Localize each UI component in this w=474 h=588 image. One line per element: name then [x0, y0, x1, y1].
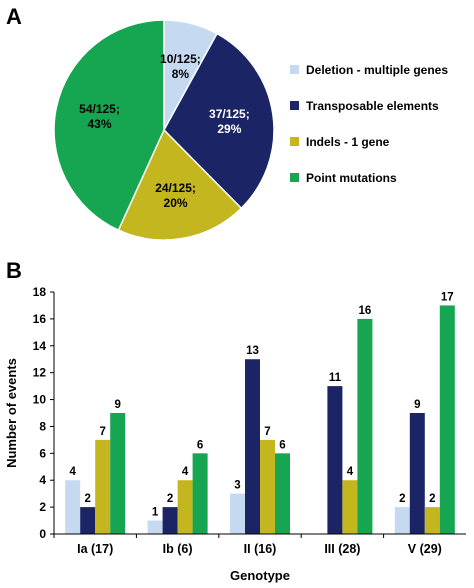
x-category-label-2: Ib (6): [163, 542, 193, 556]
legend-swatch-2: [290, 101, 299, 110]
y-tick-label-8: 8: [39, 419, 46, 433]
bar-label-transposable-1: 2: [84, 493, 90, 505]
legend-label-2: Transposable elements: [306, 99, 439, 113]
pie-slice-label-2: 37/125;: [209, 107, 250, 121]
bar-label-point-3: 6: [279, 439, 285, 451]
bar-indels-2: [177, 480, 193, 534]
bar-point-2: [192, 453, 208, 534]
bar-point-4: [357, 318, 373, 534]
bar-label-indels-3: 7: [264, 426, 270, 438]
panel-b-letter: B: [6, 258, 22, 283]
legend-label-1: Deletion - multiple genes: [306, 63, 448, 77]
x-category-label-4: III (28): [324, 542, 360, 556]
x-axis-categories: Ia (17) Ib (6) II (16) III (28) V (29): [53, 534, 442, 556]
pie-slice-label-3: 24/125;: [155, 181, 196, 195]
bar-deletion-5: [394, 507, 410, 534]
pie-slice-pct-2: 29%: [217, 122, 241, 136]
bar-label-indels-2: 4: [182, 466, 189, 478]
bar-label-deletion-2: 1: [152, 507, 159, 519]
bar-label-point-5: 17: [441, 291, 454, 303]
legend-label-3: Indels - 1 gene: [306, 135, 390, 149]
bar-label-point-4: 16: [359, 305, 372, 317]
bar-transposable-4: [327, 386, 343, 534]
y-axis-title: Number of events: [4, 358, 19, 468]
bars: [65, 305, 455, 534]
y-tick-label-0: 0: [39, 527, 46, 541]
pie-slice-label-1: 10/125;: [160, 52, 201, 66]
y-tick-label-12: 12: [33, 366, 47, 380]
legend-label-4: Point mutations: [306, 171, 397, 185]
y-tick-label-10: 10: [33, 393, 47, 407]
y-tick-label-18: 18: [33, 285, 47, 299]
bar-deletion-3: [230, 493, 245, 534]
bar-label-indels-5: 2: [429, 493, 435, 505]
bar-point-1: [110, 413, 126, 534]
y-tick-label-4: 4: [39, 473, 46, 487]
pie-slice-2: [163, 32, 275, 210]
y-tick-label-14: 14: [33, 339, 47, 353]
bar-label-transposable-3: 13: [246, 345, 259, 357]
bar-label-transposable-4: 11: [329, 372, 342, 384]
bar-label-point-2: 6: [197, 439, 203, 451]
x-category-label-1: Ia (17): [77, 542, 113, 556]
y-tick-label-6: 6: [39, 446, 46, 460]
pie-slice-label-4: 54/125;: [79, 102, 120, 116]
bar-indels-5: [424, 507, 440, 534]
bar-transposable-3: [245, 359, 260, 534]
pie-slice-pct-4: 43%: [87, 117, 111, 131]
bar-label-deletion-3: 3: [234, 480, 240, 492]
bar-deletion-2: [147, 520, 163, 534]
pie-labels: 10/125;8% 37/125;29% 24/125;20% 54/125;43%: [79, 52, 250, 210]
legend-swatch-4: [290, 173, 299, 182]
bar-transposable-5: [409, 413, 425, 534]
pie-slice-pct-1: 8%: [172, 67, 190, 81]
bar-label-point-1: 9: [114, 399, 120, 411]
bar-label-transposable-5: 9: [414, 399, 420, 411]
bar-label-transposable-2: 2: [167, 493, 173, 505]
bar-indels-3: [260, 439, 275, 534]
x-category-label-5: V (29): [408, 542, 442, 556]
x-axis-title: Genotype: [230, 568, 290, 583]
y-tick-label-2: 2: [39, 500, 46, 514]
bar-label-deletion-5: 2: [399, 493, 405, 505]
bar-deletion-1: [65, 480, 81, 534]
panel-a-letter: A: [6, 4, 22, 29]
pie-slice-3: [117, 128, 243, 241]
bar-point-5: [439, 305, 455, 534]
bar-indels-1: [95, 439, 111, 534]
y-axis-ticks: 0 2 4 6 8 10 12 14 16 18: [33, 285, 54, 541]
pie-legend: Deletion - multiple genes Transposable el…: [290, 63, 448, 185]
bar-point-3: [275, 453, 290, 534]
x-category-label-3: II (16): [244, 542, 277, 556]
bar-transposable-1: [80, 507, 96, 534]
pie-slice-pct-3: 20%: [164, 196, 188, 210]
pie-slice-4: [53, 19, 165, 232]
bar-indels-4: [342, 480, 358, 534]
bar-label-deletion-1: 4: [69, 466, 76, 478]
bar-label-indels-1: 7: [99, 426, 105, 438]
y-tick-label-16: 16: [33, 312, 47, 326]
bar-label-indels-4: 4: [347, 466, 354, 478]
legend-swatch-1: [290, 65, 299, 74]
legend-swatch-3: [290, 137, 299, 146]
pie-chart: [53, 19, 275, 241]
bar-transposable-2: [162, 507, 178, 534]
